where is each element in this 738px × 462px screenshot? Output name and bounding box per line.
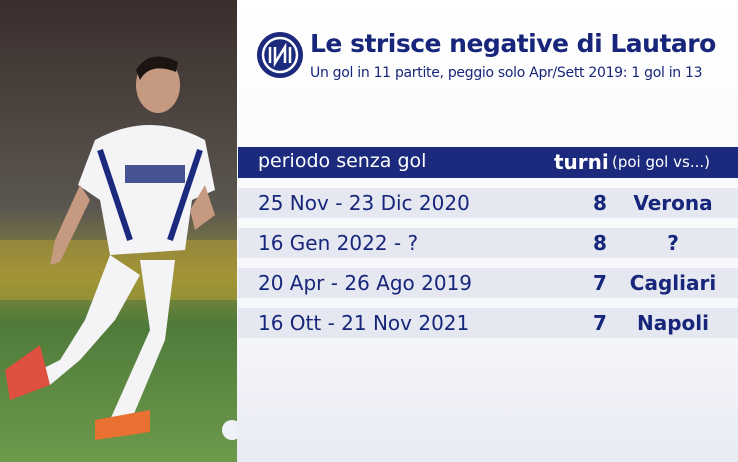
rounds: 8 (593, 191, 607, 215)
table-row: 25 Nov - 23 Dic 2020 8 Verona (238, 188, 738, 218)
player-photo (0, 0, 237, 462)
period: 20 Apr - 26 Ago 2019 (258, 271, 473, 295)
subtitle: Un gol in 11 partite, peggio solo Apr/Se… (310, 65, 703, 81)
column-header: periodo senza gol (258, 150, 427, 172)
period: 16 Gen 2022 - ? (258, 231, 419, 255)
period: 16 Ott - 21 Nov 2021 (258, 311, 470, 335)
table-header: periodo senza gol turni (poi gol vs...) (238, 147, 738, 178)
club-logo (257, 32, 303, 78)
table-row: 20 Apr - 26 Ago 2019 7 Cagliari (238, 268, 738, 298)
column-header: (poi gol vs...) (612, 153, 710, 171)
table-row: 16 Gen 2022 - ? 8? (238, 228, 738, 258)
title: Le strisce negative di Lautaro (310, 29, 716, 58)
rounds: 7 (593, 271, 607, 295)
opponent: Cagliari (629, 271, 717, 295)
period: 25 Nov - 23 Dic 2020 (258, 191, 470, 215)
rounds: 8 (593, 231, 607, 255)
opponent: Verona (633, 191, 713, 215)
column-header: turni (554, 150, 609, 174)
table-row: 16 Ott - 21 Nov 2021 7 Napoli (238, 308, 738, 338)
opponent: Napoli (636, 311, 709, 335)
rounds: 7 (593, 311, 607, 335)
opponent: ? (667, 231, 679, 255)
